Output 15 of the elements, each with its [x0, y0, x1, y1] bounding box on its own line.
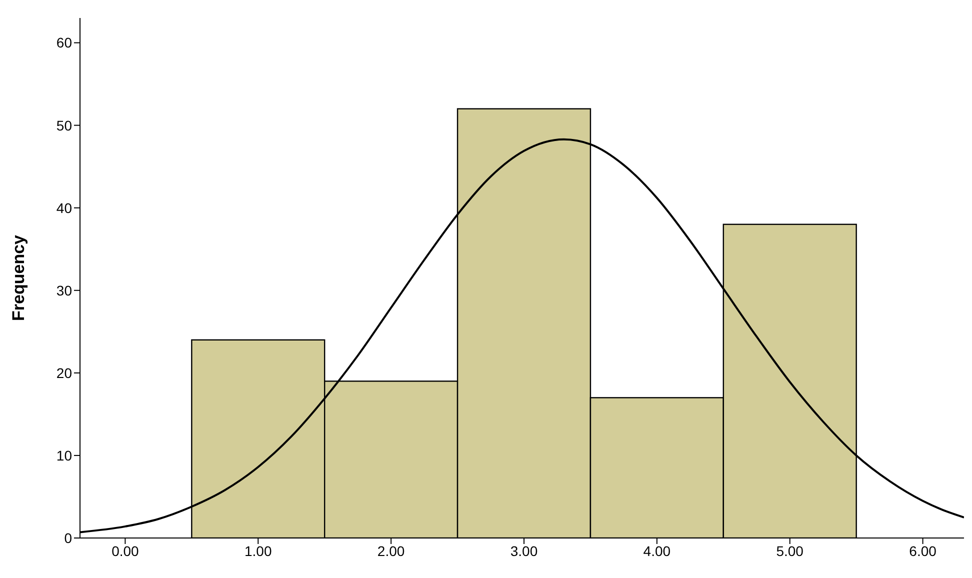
x-tick-label: 4.00 [643, 542, 671, 559]
y-tick-label: 0 [64, 530, 72, 546]
y-tick-label: 30 [56, 282, 72, 298]
x-tick-label: 5.00 [776, 542, 804, 559]
x-tick-label: 0.00 [112, 542, 140, 559]
x-tick-label: 3.00 [510, 542, 538, 559]
y-tick-label: 20 [56, 364, 72, 381]
x-tick-label: 6.00 [909, 542, 937, 559]
y-tick-label: 50 [56, 117, 72, 134]
x-tick-label: 2.00 [377, 542, 405, 559]
y-axis-title: Frequency [9, 234, 28, 321]
y-tick-label: 40 [56, 200, 72, 216]
y-tick-label: 10 [56, 447, 72, 464]
y-tick-label: 60 [56, 34, 72, 51]
x-tick-label: 1.00 [244, 542, 272, 559]
